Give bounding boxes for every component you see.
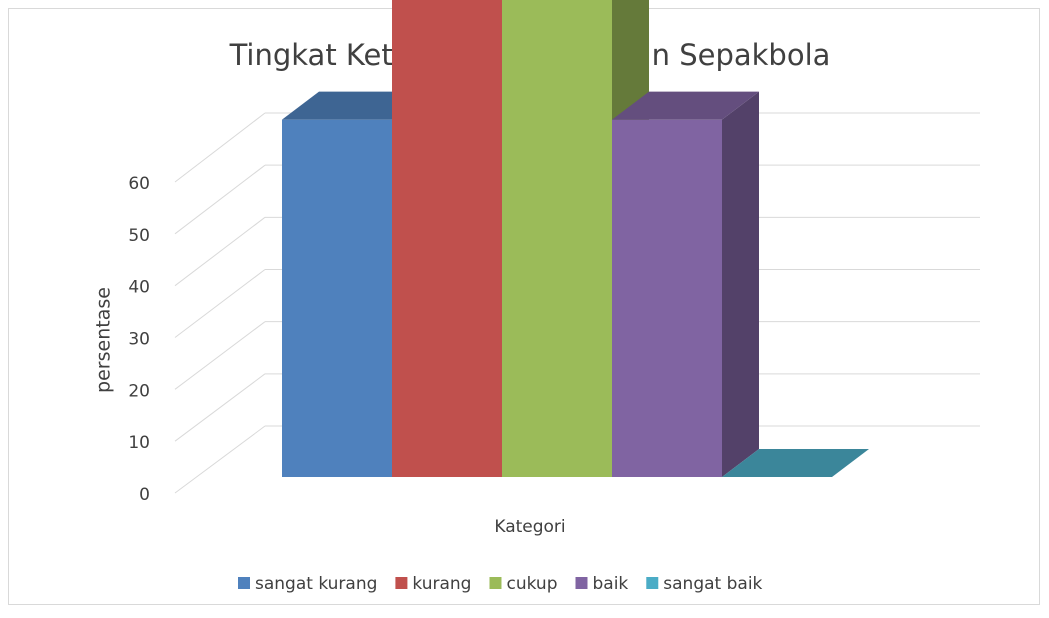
legend-label: sangat baik [663, 574, 762, 594]
bar-side [722, 91, 759, 477]
legend-label: baik [593, 574, 629, 594]
x-axis-title: Kategori [494, 517, 565, 537]
bar-front [612, 119, 722, 477]
y-tick-label: 10 [128, 433, 150, 453]
bar-front [392, 0, 502, 477]
grid-line [174, 373, 266, 442]
bar-top [722, 449, 869, 477]
grid-line [174, 321, 266, 390]
legend-swatch [395, 577, 408, 589]
grid-line [174, 164, 266, 235]
bar [612, 91, 759, 477]
legend-label: kurang [412, 574, 471, 594]
grid-line [174, 112, 266, 183]
y-tick-label: 20 [128, 381, 150, 401]
y-tick-label: 30 [128, 330, 150, 350]
y-tick-label: 50 [128, 226, 150, 246]
y-tick-label: 0 [139, 485, 150, 505]
legend-label: cukup [506, 574, 557, 594]
bar-top [612, 91, 759, 120]
bar-front [502, 0, 612, 478]
legend-swatch [489, 577, 502, 589]
legend-label: sangat kurang [255, 574, 377, 594]
grid-line [174, 269, 266, 338]
legend-swatch [646, 577, 659, 589]
y-axis-title: persentase [93, 287, 115, 393]
bar [722, 449, 869, 477]
grid-line [174, 425, 266, 494]
legend-swatch [238, 577, 250, 589]
grid-line [174, 216, 266, 287]
y-tick-label: 40 [128, 278, 150, 298]
legend-swatch [575, 577, 588, 589]
y-tick-label: 60 [128, 174, 150, 194]
bar-front [282, 119, 392, 477]
